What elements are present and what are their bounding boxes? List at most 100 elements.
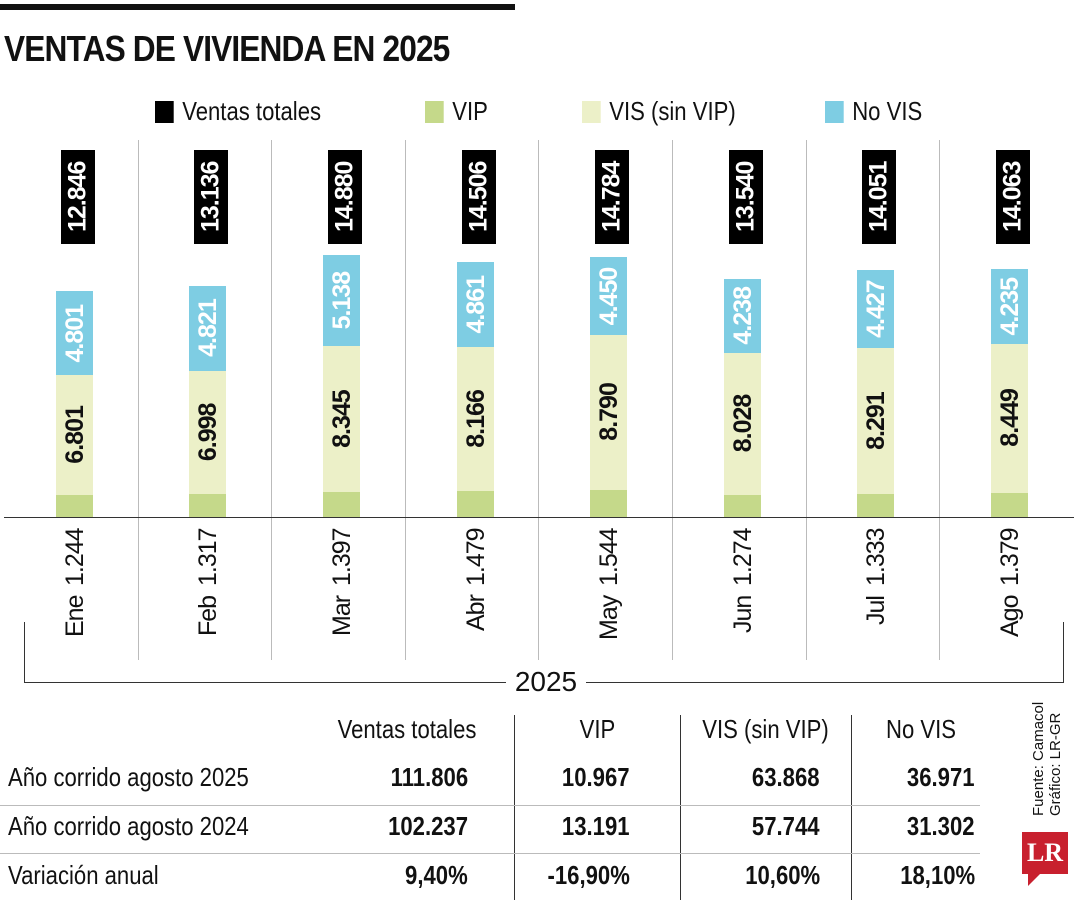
table-cell: 57.744 — [752, 811, 820, 841]
bar-segment-vip — [323, 492, 360, 517]
legend-item-vip: VIP — [425, 96, 488, 127]
bar-value-label: 6.801 — [60, 406, 89, 465]
bar-segment-vip — [456, 490, 494, 517]
month-label: Jul — [862, 595, 891, 625]
legend-item-vis: VIS (sin VIP) — [582, 96, 736, 127]
table-cell: 63.868 — [752, 762, 820, 792]
column-divider — [939, 140, 941, 660]
bar-value-label: 4.235 — [996, 277, 1024, 336]
vip-value-label: 1.333 — [862, 528, 891, 586]
total-value-label: 14.051 — [862, 150, 897, 244]
bar-segment-novis — [456, 261, 494, 348]
bar-value-label: 8.028 — [728, 395, 757, 453]
bar-value-label: 4.861 — [461, 275, 490, 334]
table-cell: 111.806 — [390, 762, 468, 792]
bar-segment-vip — [723, 494, 761, 517]
table-cell: 10.967 — [562, 762, 630, 792]
vip-value-label: 1.379 — [996, 528, 1024, 586]
bar-segment-vis — [456, 347, 494, 491]
total-value-label: 14.784 — [595, 150, 630, 244]
legend-swatch — [582, 100, 601, 123]
bar-segment-novis — [723, 278, 761, 354]
bar-segment-vis — [991, 344, 1028, 493]
lr-logo: LR — [1022, 832, 1068, 886]
bar-value-label: 6.998 — [194, 403, 223, 461]
bar-segment-vis — [723, 353, 761, 495]
total-value-label: 13.540 — [728, 150, 763, 244]
month-label: Ago — [996, 595, 1024, 638]
table-row-divider — [0, 805, 980, 806]
x-bracket — [24, 622, 25, 682]
column-divider — [805, 140, 807, 660]
table-col-divider — [514, 715, 515, 900]
month-label: Mar — [328, 595, 356, 636]
legend-label: VIP — [452, 96, 488, 126]
bar-segment-vip — [857, 493, 895, 517]
bar-segment-novis — [590, 256, 628, 336]
month-label: Feb — [194, 595, 223, 636]
baseline — [4, 517, 1074, 518]
month-label: Jun — [728, 595, 757, 633]
vip-value-label: 1.274 — [728, 528, 757, 586]
bar-segment-vis — [55, 375, 93, 496]
legend-label: VIS (sin VIP) — [609, 96, 736, 126]
table-header: VIP — [579, 714, 616, 744]
bar-segment-vip — [55, 495, 93, 517]
total-value-label: 14.063 — [996, 150, 1030, 244]
bar-segment-vip — [189, 493, 227, 517]
bar-value-label: 8.345 — [328, 390, 356, 448]
bar-segment-novis — [857, 269, 895, 348]
top-rule — [0, 4, 515, 10]
legend-label: No VIS — [852, 96, 923, 126]
bar-value-label: 4.801 — [60, 304, 89, 362]
source-note: Fuente: Camacol Gráfico: LR-GR — [1030, 692, 1068, 816]
bar-segment-vis — [323, 345, 360, 493]
column-divider — [672, 140, 673, 660]
legend-item-novis: No VIS — [825, 96, 922, 127]
x-bracket — [1063, 622, 1064, 682]
table-cell: 102.237 — [388, 811, 468, 841]
legend-swatch — [425, 100, 444, 123]
table-row-label: Año corrido agosto 2025 — [8, 762, 249, 792]
category-label: Abr 1.479 — [462, 528, 491, 653]
total-value-label: 14.506 — [461, 150, 496, 244]
month-label: Abr — [461, 595, 490, 632]
table-cell: 10,60% — [745, 860, 820, 890]
bar-segment-vip — [991, 492, 1028, 517]
bar-value-label: 4.427 — [862, 279, 891, 338]
vip-value-label: 1.244 — [60, 528, 89, 586]
vip-value-label: 1.479 — [461, 528, 490, 586]
table-header: Ventas totales — [337, 714, 477, 744]
bar-value-label: 8.291 — [862, 391, 891, 450]
total-value-label: 13.136 — [194, 150, 229, 244]
category-label: Ene 1.244 — [61, 528, 90, 653]
column-divider — [404, 140, 406, 660]
table-row-divider — [0, 853, 980, 854]
legend-item-totals: Ventas totales — [155, 96, 321, 127]
bar-value-label: 8.449 — [996, 389, 1024, 448]
column-divider — [271, 140, 273, 660]
credit-line: Gráfico: LR-GR — [1047, 712, 1064, 816]
total-value-label: 12.846 — [60, 150, 95, 244]
table-cell: 13.191 — [562, 811, 630, 841]
bar-value-label: 4.821 — [194, 299, 223, 357]
category-label: Mar 1.397 — [328, 528, 357, 653]
bar-segment-novis — [55, 290, 93, 376]
table-cell: 18,10% — [900, 860, 975, 890]
source-line: Fuente: Camacol — [1030, 701, 1047, 816]
column-divider — [538, 140, 540, 660]
bar-value-label: 4.450 — [595, 267, 624, 325]
table-col-divider — [680, 715, 681, 900]
bar-segment-vis — [590, 335, 628, 490]
summary-table: Ventas totales VIP VIS (sin VIP) No VIS Año … — [0, 700, 1000, 900]
category-label: May 1.544 — [595, 528, 624, 653]
x-bracket — [24, 682, 506, 683]
bar-value-label: 8.790 — [595, 383, 624, 442]
vip-value-label: 1.544 — [595, 528, 624, 586]
total-value-label: 14.880 — [328, 150, 362, 244]
vip-value-label: 1.397 — [328, 528, 356, 586]
bar-segment-vip — [590, 489, 628, 517]
legend: Ventas totales VIP VIS (sin VIP) No VIS — [0, 92, 1080, 132]
table-header: No VIS — [885, 714, 957, 744]
legend-swatch — [155, 100, 174, 123]
